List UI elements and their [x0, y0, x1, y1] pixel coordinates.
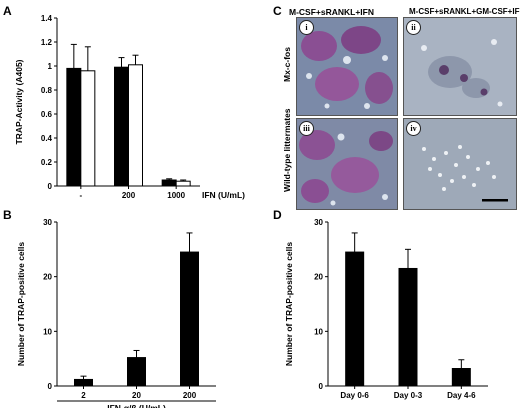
y-tick-label: 1.4: [41, 14, 53, 23]
micrograph-i: [296, 17, 398, 116]
x-tick-label: 20: [132, 391, 141, 400]
y-tick-label: 0.4: [41, 134, 53, 143]
micrograph-ii: [403, 17, 517, 116]
y-tick-label: 10: [314, 327, 323, 336]
panel-label-c: C: [273, 4, 282, 18]
bar: [345, 251, 365, 387]
y-axis-label: Number of TRAP-positive cells: [284, 242, 294, 366]
y-tick-label: 20: [314, 273, 323, 282]
x-tick-label: 1000: [167, 191, 185, 200]
y-tick-label: 1: [48, 62, 53, 71]
x-axis-label: IFN-α/β (U/mL): [107, 403, 166, 408]
numeral-iv: iv: [406, 121, 421, 136]
x-tick-label: Day 0-6: [340, 391, 369, 400]
y-tick-label: 20: [43, 273, 52, 282]
column-title-1: M-CSF+sRANKL+IFN: [289, 7, 375, 17]
y-tick-label: 30: [43, 218, 52, 227]
micrograph-ii-image: [404, 18, 516, 115]
numeral-ii: ii: [406, 20, 421, 35]
x-tick-label: 2: [81, 391, 86, 400]
y-tick-label: 1.2: [41, 38, 53, 47]
x-tick-label: -: [79, 191, 82, 200]
x-axis-label: IFN (U/mL): [202, 190, 245, 200]
micrograph-i-image: [297, 18, 397, 115]
bar: [398, 267, 418, 387]
y-tick-label: 0: [319, 382, 324, 391]
y-tick-label: 0: [48, 182, 53, 191]
bar: [451, 368, 471, 387]
y-tick-label: 10: [43, 327, 52, 336]
panel-label-a: A: [3, 4, 12, 18]
y-tick-label: 0.8: [41, 86, 53, 95]
micrograph-iv: [403, 118, 517, 210]
micrograph-iii-image: [297, 119, 397, 209]
y-axis-label: Number of TRAP-positive cells: [16, 242, 26, 366]
y-tick-label: 30: [314, 218, 323, 227]
column-title-2: M-CSF+sRANKL+GM-CSF+IFN: [409, 7, 520, 16]
x-tick-label: 200: [122, 191, 136, 200]
panel-label-b: B: [3, 208, 12, 222]
panel-label-d: D: [273, 208, 282, 222]
y-tick-label: 0.6: [41, 110, 53, 119]
y-axis-label: TRAP-Activity (A405): [14, 59, 24, 144]
x-tick-label: Day 4-6: [447, 391, 476, 400]
numeral-i: i: [299, 20, 314, 35]
numeral-iii: iii: [299, 121, 314, 136]
y-tick-label: 0: [48, 382, 53, 391]
micrograph-iii: [296, 118, 398, 210]
micrograph-iv-image: [404, 119, 516, 209]
x-tick-label: Day 0-3: [394, 391, 423, 400]
x-tick-label: 200: [183, 391, 197, 400]
y-tick-label: 0.2: [41, 158, 53, 167]
